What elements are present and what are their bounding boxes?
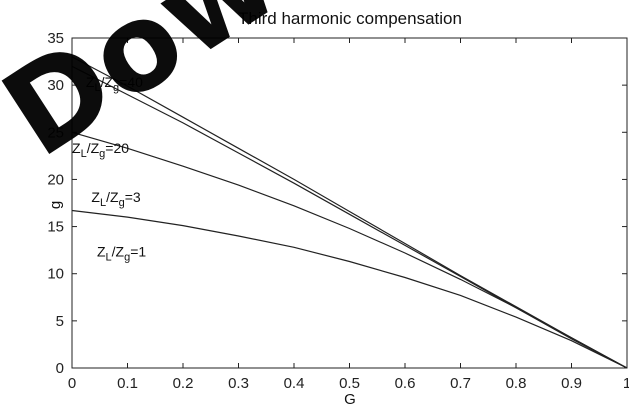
chart-title: Third harmonic compensation bbox=[238, 9, 462, 28]
x-tick-label: 0 bbox=[68, 375, 76, 392]
series-lines bbox=[71, 56, 628, 369]
x-tick-label: 0.5 bbox=[339, 375, 360, 392]
x-tick-label: 0.7 bbox=[450, 375, 471, 392]
y-tick-label: 30 bbox=[47, 77, 64, 94]
x-tick-label: 0.9 bbox=[561, 375, 582, 392]
y-axis-label-text: g bbox=[47, 201, 64, 209]
x-tick-label: 0.1 bbox=[117, 375, 138, 392]
x-tick-label: 1 bbox=[623, 375, 629, 392]
x-tick-label: 0.4 bbox=[284, 375, 305, 392]
y-axis-ticks: 0 5 10 15 20 25 30 35 bbox=[47, 30, 627, 377]
y-tick-label: 0 bbox=[56, 360, 64, 377]
x-axis-label: G bbox=[344, 391, 356, 406]
x-tick-label: 0.8 bbox=[506, 375, 527, 392]
y-tick-label: 35 bbox=[47, 30, 64, 47]
y-tick-label: 5 bbox=[56, 313, 64, 330]
y-tick-label: 15 bbox=[47, 219, 64, 236]
y-axis-label-fragment: g bbox=[47, 201, 64, 209]
y-tick-label: 25 bbox=[47, 124, 64, 141]
series-line-3 bbox=[71, 131, 628, 369]
x-axis-ticks: 0 0.1 0.2 0.3 0.4 0.5 0.6 0.7 0.8 0.9 1 bbox=[68, 38, 629, 392]
x-tick-label: 0.3 bbox=[228, 375, 249, 392]
curve-label-2: ZL/Zg=20 bbox=[72, 140, 129, 160]
curve-label-1: ZL/Zg=40 bbox=[86, 74, 143, 94]
x-tick-label: 0.2 bbox=[173, 375, 194, 392]
x-tick-label: 0.6 bbox=[395, 375, 416, 392]
y-tick-label: 20 bbox=[47, 171, 64, 188]
y-tick-label: 10 bbox=[47, 266, 64, 283]
curve-label-4: ZL/Zg=1 bbox=[97, 244, 146, 264]
curve-labels: ZL/Zg=40 ZL/Zg=20 ZL/Zg=3 ZL/Zg=1 bbox=[72, 74, 146, 264]
curve-label-3: ZL/Zg=3 bbox=[91, 189, 140, 209]
series-line-4 bbox=[71, 209, 628, 369]
